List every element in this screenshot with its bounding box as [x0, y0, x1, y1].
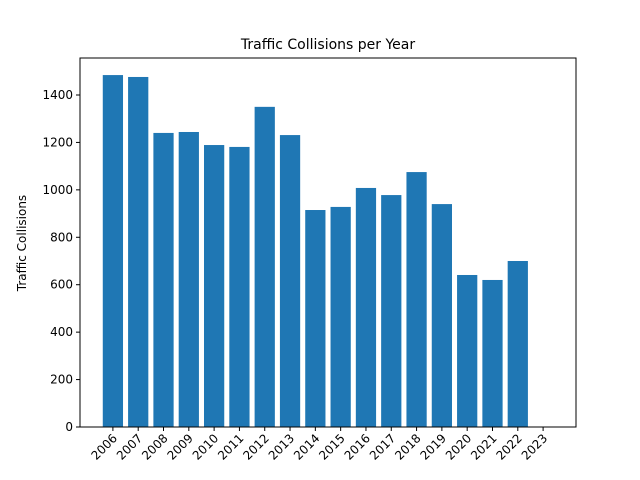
chart-title: Traffic Collisions per Year — [240, 37, 415, 53]
y-tick-label: 600 — [50, 278, 73, 292]
y-tick-label: 1000 — [42, 183, 73, 197]
bar — [254, 106, 275, 428]
plot-frame — [79, 57, 577, 428]
bar — [381, 195, 402, 427]
y-tick-label: 400 — [50, 325, 73, 339]
bar — [305, 210, 326, 427]
y-tick-label: 1400 — [42, 88, 73, 102]
bar — [507, 260, 528, 427]
bar — [204, 145, 225, 427]
bar — [406, 172, 427, 427]
bar — [330, 206, 351, 427]
bar — [128, 76, 149, 427]
bar — [279, 135, 301, 427]
bar — [102, 75, 124, 427]
bar — [153, 132, 174, 428]
x-axis-label: Year — [314, 478, 340, 480]
y-tick-label: 1200 — [42, 135, 73, 149]
bar — [178, 131, 199, 427]
bar — [431, 204, 452, 427]
y-tick-label: 0 — [65, 420, 73, 434]
y-tick-label: 800 — [50, 230, 73, 244]
y-axis-label: Traffic Collisions — [15, 195, 29, 292]
bar — [457, 274, 478, 427]
bar — [229, 146, 250, 428]
bar — [355, 187, 377, 427]
bar — [482, 279, 503, 427]
y-tick-label: 200 — [50, 373, 73, 387]
